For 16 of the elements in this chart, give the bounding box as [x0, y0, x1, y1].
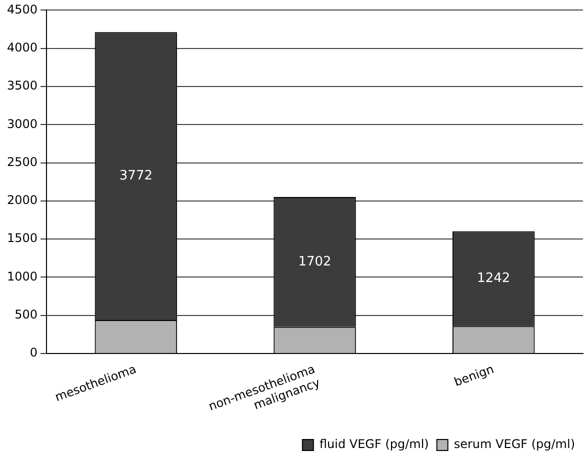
- data-label: 1702: [298, 254, 332, 270]
- data-label: 3772: [119, 168, 152, 184]
- y-tick-label: 500: [14, 308, 38, 322]
- y-tick-label: 4500: [6, 2, 38, 16]
- y-tick-label: 3500: [6, 78, 38, 93]
- y-tick-label: 2500: [6, 154, 38, 169]
- legend-label: fluid VEGF (pg/ml): [319, 437, 429, 452]
- y-tick-label: 1500: [6, 231, 38, 246]
- data-label: 1242: [477, 271, 510, 286]
- y-tick-label: 3000: [6, 116, 38, 131]
- legend-label: serum VEGF (pg/ml): [454, 437, 576, 452]
- y-tick-label: 0: [30, 346, 38, 360]
- y-tick-label: 2000: [6, 193, 38, 208]
- x-tick-label: benign: [452, 362, 496, 390]
- y-tick-label: 1000: [6, 269, 38, 284]
- y-tick-label: 4000: [6, 40, 38, 54]
